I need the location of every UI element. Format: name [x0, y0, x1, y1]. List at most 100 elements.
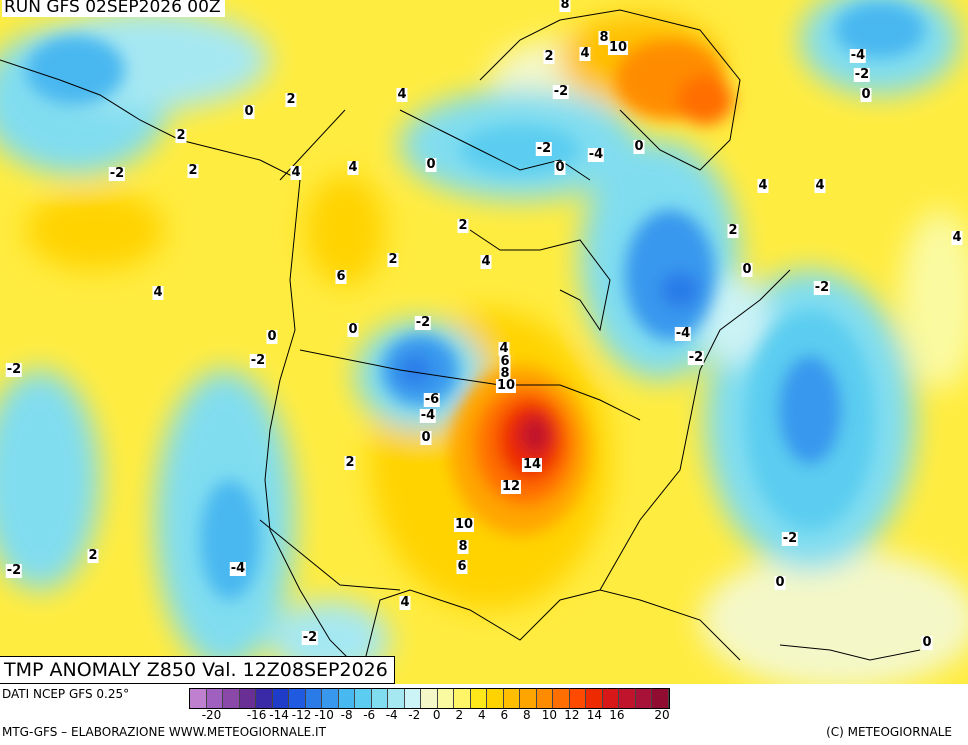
color-scale-swatch: [289, 689, 306, 708]
contour-label: -2: [813, 280, 831, 295]
contour-label: 0: [420, 430, 432, 445]
contour-label: 2: [285, 92, 297, 107]
contour-label: 6: [335, 269, 347, 284]
color-scale-swatch: [569, 689, 586, 708]
contour-label: -2: [249, 353, 267, 368]
contour-label: 8: [499, 366, 511, 381]
color-scale-tick-label: -6: [363, 708, 376, 722]
color-scale-tick-label: 6: [500, 708, 509, 722]
color-scale-swatch: [421, 689, 438, 708]
contour-label: 8: [457, 539, 469, 554]
contour-label: 14: [521, 457, 543, 472]
contour-label: 2: [175, 128, 187, 143]
contour-label: 0: [425, 157, 437, 172]
color-scale-swatch: [470, 689, 487, 708]
contour-label: -2: [535, 141, 553, 156]
color-scale-swatch: [536, 689, 553, 708]
color-scale-swatch: [454, 689, 471, 708]
contour-label: 10: [607, 40, 629, 55]
contour-label: -2: [781, 531, 799, 546]
color-scale-tick-label: 14: [586, 708, 603, 722]
contour-label: -2: [414, 315, 432, 330]
model-run-label: RUN GFS 02SEP2026 00Z: [2, 0, 225, 17]
contour-label: 4: [399, 595, 411, 610]
contour-label: 4: [396, 87, 408, 102]
color-scale-swatch: [206, 689, 223, 708]
color-scale-tick-label: -20: [201, 708, 222, 722]
color-scale-tick-label: 0: [432, 708, 441, 722]
color-scale-swatch: [520, 689, 537, 708]
contour-label: 4: [152, 285, 164, 300]
color-scale-swatch: [619, 689, 636, 708]
color-scale-swatch: [652, 689, 669, 708]
contour-label: 4: [498, 341, 510, 356]
color-scale-swatch: [355, 689, 372, 708]
contour-label: -4: [229, 561, 247, 576]
contour-label: 6: [456, 559, 468, 574]
contour-label: 4: [347, 160, 359, 175]
contour-label: 4: [290, 165, 302, 180]
color-scale-swatch: [190, 689, 207, 708]
color-scale-tick-label: 2: [455, 708, 464, 722]
data-source-label: DATI NCEP GFS 0.25°: [2, 687, 130, 701]
contour-label: -4: [849, 48, 867, 63]
contour-label: 2: [543, 49, 555, 64]
contour-label: 2: [344, 455, 356, 470]
contour-label: 0: [347, 322, 359, 337]
contour-label: -2: [552, 84, 570, 99]
color-scale-swatch: [437, 689, 454, 708]
contour-label: 10: [453, 517, 475, 532]
contour-label: -2: [5, 563, 23, 578]
color-scale-swatch: [371, 689, 388, 708]
color-scale-swatch: [256, 689, 273, 708]
color-scale-tick-label: -14: [269, 708, 289, 722]
contour-label: 0: [243, 104, 255, 119]
contour-label: 6: [499, 354, 511, 369]
color-scale-tick-label: -16: [246, 708, 267, 722]
contour-label: -2: [301, 630, 319, 645]
color-scale-swatch: [322, 689, 339, 708]
contour-label: -2: [687, 350, 705, 365]
color-scale-tick-label: 4: [477, 708, 486, 722]
contour-label: 4: [814, 178, 826, 193]
credit-label: MTG-GFS – ELABORAZIONE WWW.METEOGIORNALE…: [2, 725, 326, 739]
color-scale-swatch: [338, 689, 355, 708]
color-scale-tick-label: -10: [314, 708, 334, 722]
color-scale-swatch: [602, 689, 619, 708]
contour-label: 2: [187, 163, 199, 178]
contour-label: 12: [500, 479, 522, 494]
color-scale-tick-label: 20: [654, 708, 670, 722]
contour-label: -6: [423, 392, 441, 407]
contour-label: 2: [387, 252, 399, 267]
color-scale-swatch: [404, 689, 421, 708]
color-scale-swatch: [223, 689, 240, 708]
color-scale-swatch: [635, 689, 652, 708]
color-scale-swatch: [503, 689, 520, 708]
color-scale-tick-label: -2: [408, 708, 421, 722]
map-title: TMP ANOMALY Z850 Val. 12Z08SEP2026: [0, 656, 395, 684]
contour-label: -2: [853, 67, 871, 82]
contour-label: 0: [774, 575, 786, 590]
copyright-label: (C) METEOGIORNALE: [826, 725, 952, 739]
color-scale-swatch: [553, 689, 570, 708]
contour-label: 4: [579, 46, 591, 61]
contour-label: 4: [951, 230, 963, 245]
contour-label: 0: [266, 329, 278, 344]
color-scale-tick-label: 16: [609, 708, 625, 722]
contour-label: 0: [921, 635, 933, 650]
contour-label: 0: [554, 160, 566, 175]
color-scale-tick-label: 8: [523, 708, 531, 722]
color-scale-bar: [189, 688, 670, 709]
color-scale-swatch: [305, 689, 322, 708]
contour-label: 2: [727, 223, 739, 238]
contour-label: 8: [598, 30, 610, 45]
color-scale-swatch: [388, 689, 405, 708]
anomaly-map: [0, 0, 968, 684]
contour-label: 0: [860, 87, 872, 102]
contour-label: -2: [5, 362, 23, 377]
contour-label: 2: [457, 218, 469, 233]
color-scale-swatch: [272, 689, 289, 708]
color-scale-tick-label: 12: [564, 708, 580, 722]
contour-label: -4: [587, 147, 605, 162]
contour-label: 10: [495, 378, 517, 393]
